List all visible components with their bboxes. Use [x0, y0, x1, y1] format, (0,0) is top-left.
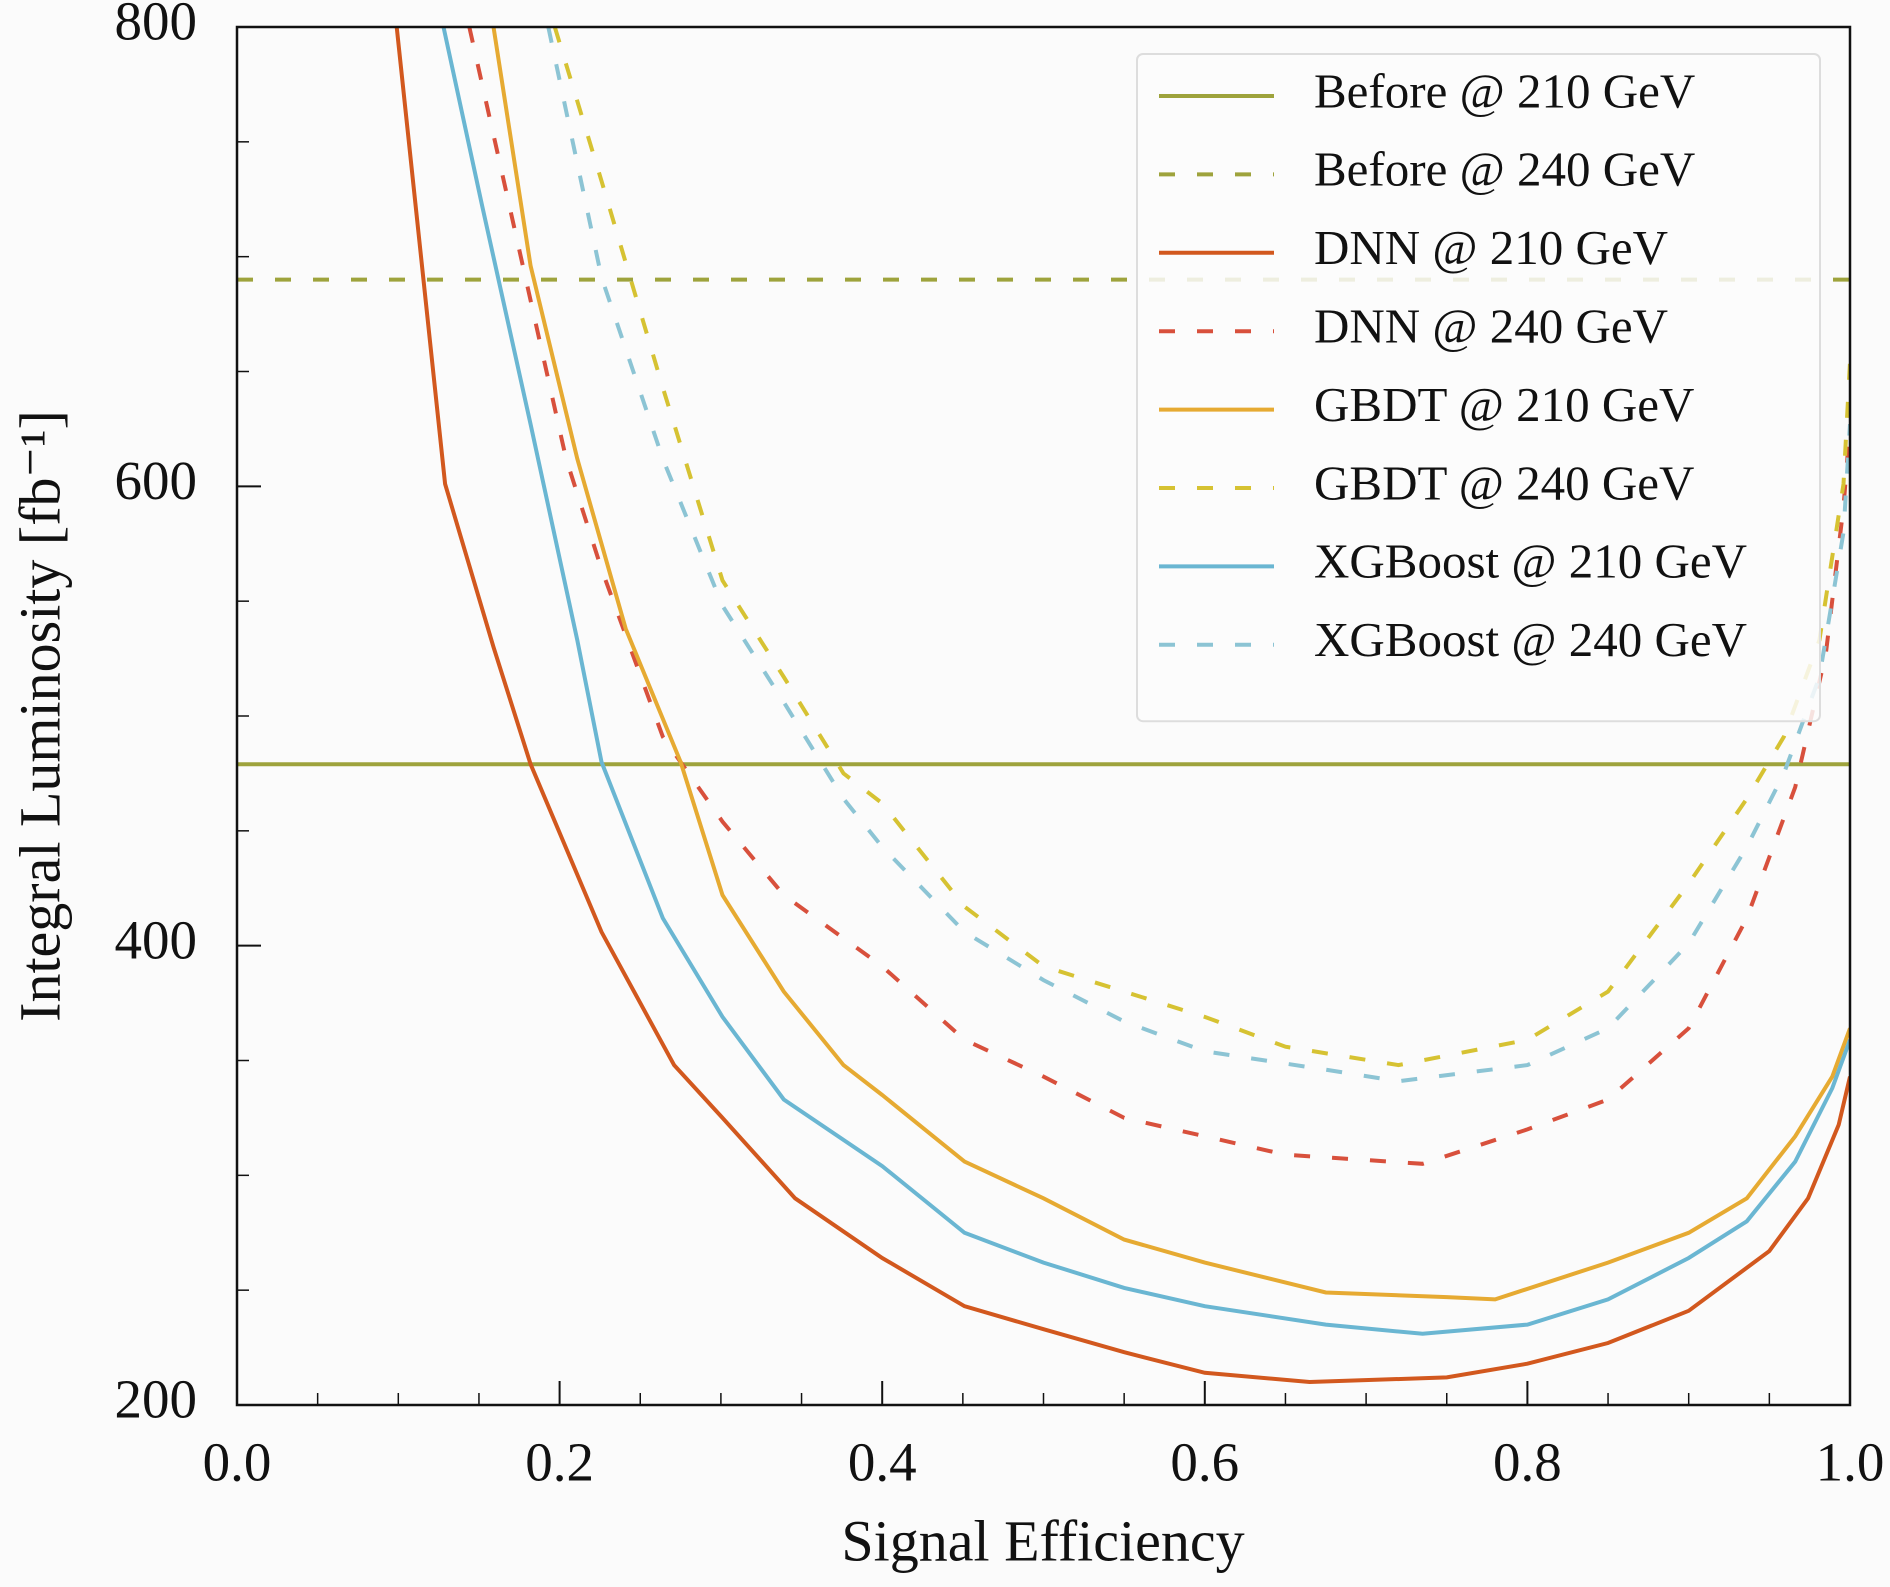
x-tick-label: 1.0: [1816, 1432, 1885, 1493]
legend-label: Before @ 240 GeV: [1314, 142, 1695, 197]
legend-label: GBDT @ 210 GeV: [1314, 377, 1694, 432]
series-line: [491, 27, 1850, 1302]
y-tick-label: 200: [115, 1369, 198, 1430]
y-tick-label: 800: [115, 0, 198, 52]
x-tick-label: 0.4: [848, 1432, 917, 1493]
legend-label: XGBoost @ 210 GeV: [1314, 534, 1747, 589]
x-tick-label: 0.8: [1493, 1432, 1562, 1493]
x-tick-label: 0.0: [203, 1432, 272, 1493]
series-line: [467, 27, 1850, 1166]
series-line: [546, 27, 1850, 1084]
series-line: [441, 27, 1850, 1336]
legend-label: DNN @ 210 GeV: [1314, 220, 1668, 275]
y-tick-label: 400: [115, 909, 198, 970]
legend-label: GBDT @ 240 GeV: [1314, 455, 1694, 510]
plot-lines: [237, 27, 1850, 1385]
legend-box: [1136, 53, 1821, 723]
series-line: [394, 27, 1850, 1385]
x-tick-label: 0.6: [1170, 1432, 1239, 1493]
y-tick-label: 600: [115, 450, 198, 511]
x-axis-label: Signal Efficiency: [841, 1508, 1244, 1573]
legend-label: XGBoost @ 240 GeV: [1314, 612, 1747, 667]
series-line: [552, 27, 1850, 1068]
legend-label: DNN @ 240 GeV: [1314, 298, 1668, 353]
y-axis-label: Integral Luminosity [fb⁻¹]: [7, 410, 72, 1022]
x-tick-label: 0.2: [525, 1432, 594, 1493]
legend-label: Before @ 210 GeV: [1314, 63, 1695, 118]
